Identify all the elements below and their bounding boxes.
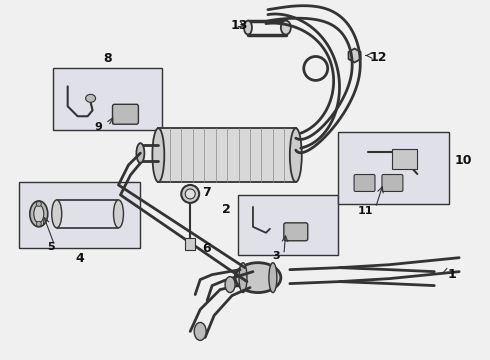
Text: 6: 6: [202, 242, 211, 255]
FancyBboxPatch shape: [284, 223, 308, 241]
Bar: [53, 68, 162, 130]
Ellipse shape: [36, 201, 41, 206]
FancyBboxPatch shape: [382, 175, 403, 192]
Text: 9: 9: [95, 122, 102, 132]
Ellipse shape: [235, 263, 281, 293]
Ellipse shape: [239, 263, 247, 293]
FancyBboxPatch shape: [354, 175, 375, 192]
Text: 12: 12: [369, 50, 387, 63]
Ellipse shape: [114, 200, 123, 228]
Ellipse shape: [152, 128, 164, 182]
Bar: [185, 238, 195, 250]
Text: 7: 7: [202, 186, 211, 199]
Text: 13: 13: [231, 19, 248, 32]
Text: 1: 1: [447, 268, 456, 281]
Bar: [19, 182, 141, 248]
Ellipse shape: [269, 263, 277, 293]
Bar: [392, 149, 417, 169]
Text: 11: 11: [358, 206, 373, 216]
Ellipse shape: [52, 200, 62, 228]
Bar: [158, 128, 296, 182]
Text: 2: 2: [222, 203, 231, 216]
Ellipse shape: [30, 201, 48, 227]
Ellipse shape: [181, 185, 199, 203]
Ellipse shape: [185, 189, 195, 199]
Text: 5: 5: [47, 242, 54, 252]
Ellipse shape: [290, 128, 302, 182]
Ellipse shape: [407, 152, 412, 157]
Ellipse shape: [281, 21, 291, 35]
Ellipse shape: [36, 221, 41, 226]
FancyBboxPatch shape: [113, 104, 138, 124]
Text: 8: 8: [103, 53, 112, 66]
Ellipse shape: [407, 162, 412, 167]
Bar: [238, 195, 338, 255]
Ellipse shape: [136, 143, 145, 163]
Text: 3: 3: [272, 251, 279, 261]
Ellipse shape: [34, 205, 44, 223]
Bar: [338, 132, 449, 204]
Ellipse shape: [397, 162, 402, 167]
Ellipse shape: [225, 276, 235, 293]
Ellipse shape: [244, 21, 252, 35]
Ellipse shape: [194, 323, 206, 340]
Text: 4: 4: [75, 252, 84, 265]
Text: 10: 10: [454, 154, 472, 167]
Ellipse shape: [397, 152, 402, 157]
Ellipse shape: [86, 94, 96, 102]
